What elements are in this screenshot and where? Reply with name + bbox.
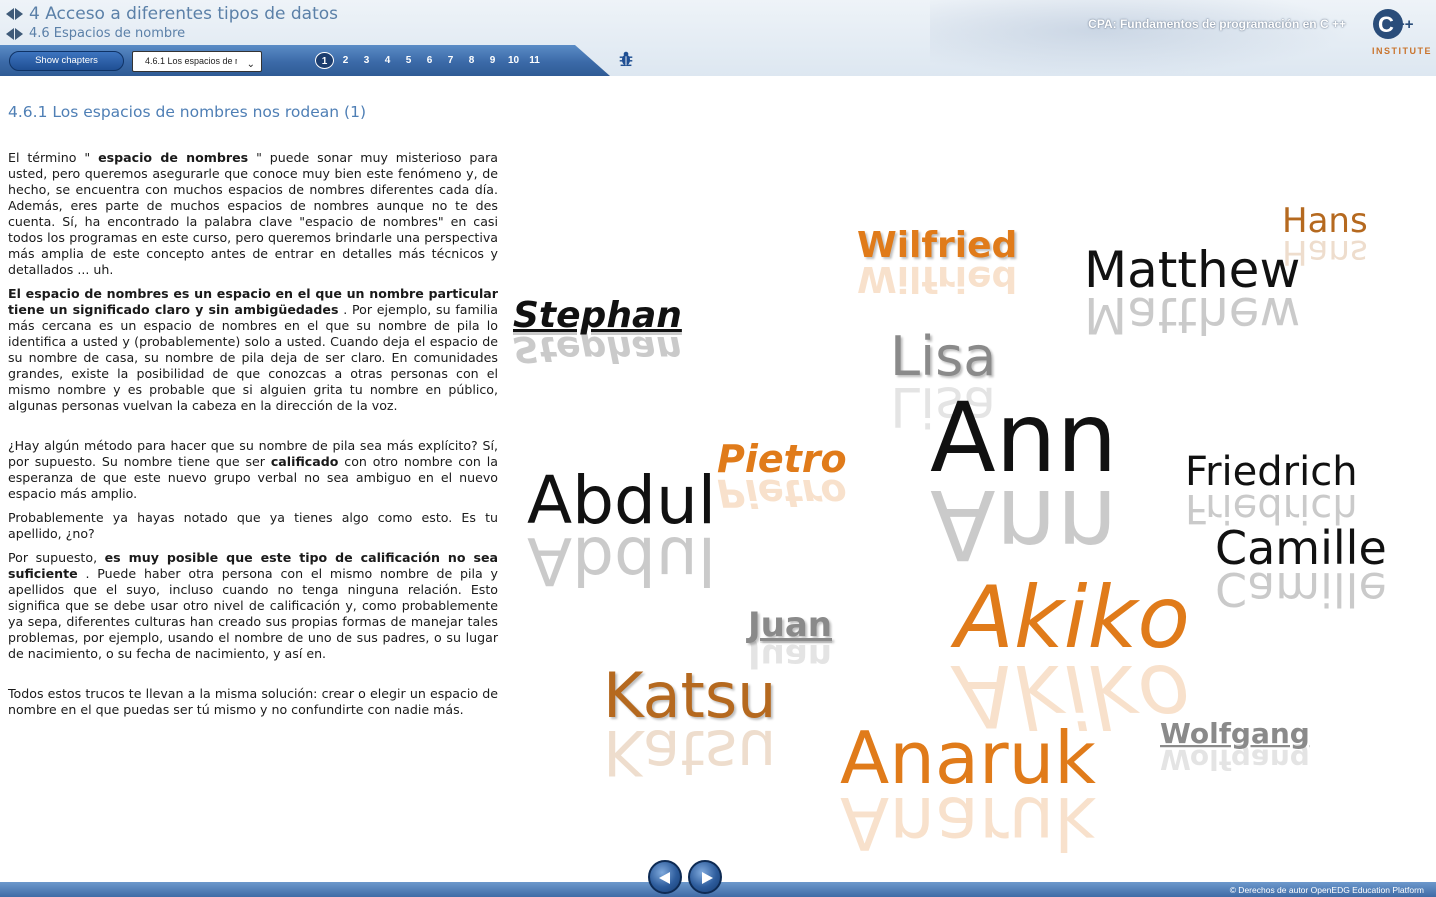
name-stephan: Stephan <box>513 295 682 336</box>
arrow-right-icon <box>702 872 713 884</box>
page-link-8[interactable]: 8 <box>468 55 475 66</box>
paragraph-5-text-c: . Puede haber otra persona con el mismo … <box>8 566 498 661</box>
name-wolfgang: Wolfgang <box>1160 717 1310 750</box>
page-link-10[interactable]: 10 <box>507 55 520 66</box>
name-cloud-image: Stephan Stephan Wilfried Wilfried Hans Hans Ma… <box>505 190 1430 865</box>
name-matthew: Matthew <box>1084 241 1301 299</box>
logo-text: INSTITUTE <box>1372 46 1432 56</box>
chevron-down-icon: ⌄ <box>246 59 255 70</box>
name-anaruk: Anaruk <box>840 716 1096 800</box>
page-title: 4.6.1 Los espacios de nombres nos rodean… <box>8 103 366 121</box>
logo-circle-icon <box>1373 9 1403 39</box>
logo-plus: ++ <box>1396 16 1414 33</box>
name-pietro: Pietro <box>717 437 847 481</box>
name-katsu: Katsu <box>603 659 777 732</box>
cpp-institute-logo: C ++ INSTITUTE <box>1366 8 1432 60</box>
paragraph-5-text-a: Por supuesto, <box>8 550 105 565</box>
name-camille: Camille <box>1215 521 1387 575</box>
name-hans: Hans <box>1282 201 1368 241</box>
show-chapters-button[interactable]: Show chapters <box>9 51 124 71</box>
page-link-11[interactable]: 11 <box>529 55 540 66</box>
name-akiko: Akiko <box>955 568 1190 668</box>
paragraph-2: El espacio de nombres es un espacio en e… <box>8 286 498 414</box>
paragraph-3-bold: calificado <box>270 454 339 469</box>
paragraph-3-text-a: ¿Hay algún método para hacer que su nomb… <box>8 438 498 469</box>
paragraph-3-text-c: con otro nombre con la esperanza de que … <box>8 454 498 501</box>
chapter-next-icon[interactable] <box>15 8 23 20</box>
paragraph-1-text-c: " puede sonar muy misterioso para usted,… <box>8 150 498 277</box>
page-link-4[interactable]: 4 <box>384 55 391 66</box>
footer-bar <box>0 882 1436 897</box>
copyright: © Derechos de autor OpenEDG Education Pl… <box>1229 885 1424 895</box>
page-link-2[interactable]: 2 <box>342 55 349 66</box>
section-title: 4.6 Espacios de nombre <box>29 26 186 41</box>
section-arrows <box>6 27 23 40</box>
name-lisa: Lisa <box>890 325 997 388</box>
chapter-nav: 4 Acceso a diferentes tipos de datos <box>6 4 338 24</box>
section-nav: 4.6 Espacios de nombre <box>6 26 185 41</box>
chapter-arrows <box>6 8 23 20</box>
chapter-prev-icon[interactable] <box>6 8 14 20</box>
name-abdul: Abdul <box>527 462 717 539</box>
prev-page-button[interactable] <box>648 860 682 894</box>
page-link-3[interactable]: 3 <box>363 55 370 66</box>
logo-symbol: C <box>1378 12 1394 37</box>
name-ann: Ann <box>930 382 1118 494</box>
bug-icon[interactable] <box>617 50 635 68</box>
name-juan: Juan <box>748 605 833 645</box>
lesson-text: El término " espacio de nombres " puede … <box>8 150 498 726</box>
paragraph-5-bold: es muy posible que este tipo de califica… <box>8 550 498 581</box>
next-page-button[interactable] <box>688 860 722 894</box>
paragraph-3: ¿Hay algún método para hacer que su nomb… <box>8 438 498 502</box>
paragraph-1: El término " espacio de nombres " puede … <box>8 150 498 278</box>
section-next-icon[interactable] <box>15 27 23 40</box>
paragraph-4: Probablemente ya hayas notado que ya tie… <box>8 510 498 541</box>
paragraph-5: Por supuesto, es muy posible que este ti… <box>8 550 498 662</box>
paragraph-2-text: . Por ejemplo, su familia más cercana es… <box>8 302 498 413</box>
page-link-7[interactable]: 7 <box>447 55 454 66</box>
arrow-left-icon <box>659 872 670 884</box>
page-link-6[interactable]: 6 <box>426 55 433 66</box>
chapter-title: 4 Acceso a diferentes tipos de datos <box>29 4 339 24</box>
page-link-1[interactable]: 1 <box>315 52 334 69</box>
paragraph-2-bold: El espacio de nombres es un espacio en e… <box>8 286 498 317</box>
paragraph-6: Todos estos trucos te llevan a la misma … <box>8 686 498 717</box>
name-friedrich: Friedrich <box>1185 449 1358 495</box>
paragraph-1-bold: espacio de nombres <box>98 150 249 165</box>
section-select-value: 4.6.1 Los espacios de nombres nos rodean… <box>145 56 237 66</box>
page-link-5[interactable]: 5 <box>405 55 412 66</box>
header-decoration <box>930 0 1350 76</box>
page-navigation: 1 2 3 4 5 6 7 8 9 10 11 <box>315 52 544 69</box>
section-select[interactable]: 4.6.1 Los espacios de nombres nos rodean… <box>132 51 262 72</box>
name-wilfried: Wilfried <box>857 225 1018 266</box>
course-title: CPA: Fundamentos de programación en C ++ <box>1088 17 1346 31</box>
section-prev-icon[interactable] <box>6 27 14 40</box>
page-link-9[interactable]: 9 <box>489 55 496 66</box>
paragraph-1-text-a: El término " <box>8 150 99 165</box>
